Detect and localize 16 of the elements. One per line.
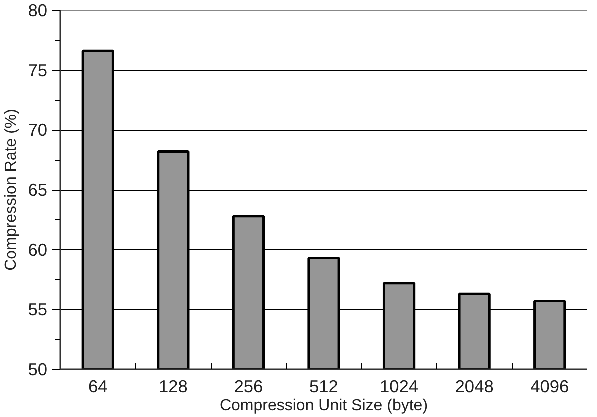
y-tick-label: 80 xyxy=(28,0,48,20)
x-tick-label: 2048 xyxy=(455,376,494,396)
x-tick-label: 4096 xyxy=(530,376,570,396)
y-tick-label: 75 xyxy=(28,60,48,80)
y-tick-label: 70 xyxy=(28,120,48,140)
y-tick-label: 50 xyxy=(28,360,48,380)
y-tick-label: 60 xyxy=(28,240,48,260)
y-tick-label: 65 xyxy=(28,180,48,200)
x-axis-title: Compression Unit Size (byte) xyxy=(220,398,428,414)
x-tick-label: 64 xyxy=(88,376,108,396)
y-tick-label: 55 xyxy=(28,300,48,320)
x-tick-label: 1024 xyxy=(380,376,419,396)
y-axis-title: Compression Rate (%) xyxy=(3,109,20,271)
x-tick-label: 512 xyxy=(310,376,338,396)
x-tick-label: 128 xyxy=(158,376,188,396)
x-tick-label: 256 xyxy=(234,376,264,396)
